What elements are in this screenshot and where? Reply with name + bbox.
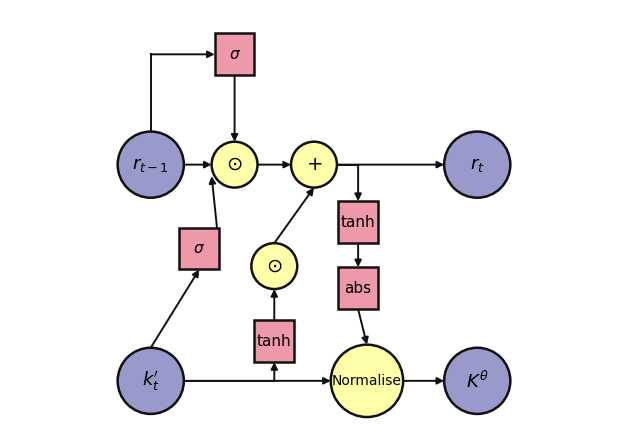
FancyBboxPatch shape bbox=[254, 320, 294, 362]
Text: $k_t^{\prime}$: $k_t^{\prime}$ bbox=[142, 369, 160, 393]
Text: abs: abs bbox=[345, 281, 372, 296]
Text: $\odot$: $\odot$ bbox=[266, 257, 283, 276]
Circle shape bbox=[331, 345, 403, 417]
FancyBboxPatch shape bbox=[215, 33, 254, 75]
FancyBboxPatch shape bbox=[338, 267, 378, 309]
Text: tanh: tanh bbox=[257, 333, 291, 349]
Text: $K^{\theta}$: $K^{\theta}$ bbox=[466, 370, 489, 392]
Circle shape bbox=[444, 348, 511, 414]
Circle shape bbox=[117, 131, 184, 198]
FancyBboxPatch shape bbox=[180, 227, 219, 270]
Text: tanh: tanh bbox=[341, 214, 376, 230]
Circle shape bbox=[212, 142, 257, 187]
FancyBboxPatch shape bbox=[338, 201, 378, 243]
Text: $+$: $+$ bbox=[306, 155, 322, 174]
Text: $r_{t-1}$: $r_{t-1}$ bbox=[133, 156, 169, 174]
Circle shape bbox=[444, 131, 511, 198]
Text: Normalise: Normalise bbox=[332, 374, 402, 388]
Circle shape bbox=[251, 243, 297, 289]
Text: $\odot$: $\odot$ bbox=[226, 155, 243, 174]
Text: $\sigma$: $\sigma$ bbox=[193, 241, 205, 256]
Text: $\sigma$: $\sigma$ bbox=[229, 47, 241, 62]
Text: $r_t$: $r_t$ bbox=[470, 156, 485, 174]
Circle shape bbox=[117, 348, 184, 414]
Circle shape bbox=[291, 142, 337, 187]
